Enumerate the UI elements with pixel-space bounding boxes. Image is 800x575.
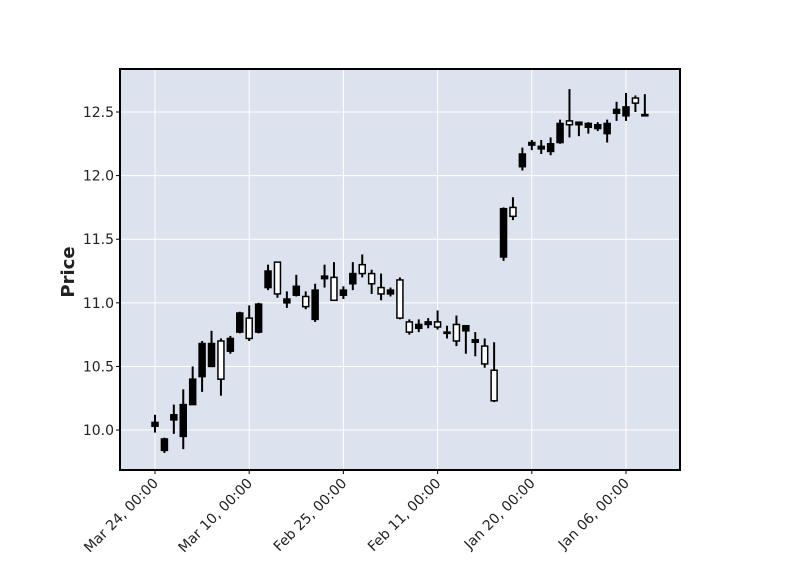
candle-body bbox=[433, 321, 442, 328]
candle-body bbox=[462, 324, 470, 332]
candle-body bbox=[151, 421, 159, 427]
candle-body bbox=[537, 145, 545, 150]
candle-body bbox=[283, 298, 291, 304]
x-tick-label: Feb 11, 00:00 bbox=[365, 476, 444, 555]
candle-body bbox=[415, 323, 423, 330]
y-axis-label: Price bbox=[58, 246, 79, 297]
candle-body bbox=[358, 263, 366, 275]
y-tick-label: 11.5 bbox=[83, 232, 114, 248]
candle-body bbox=[367, 272, 376, 285]
candle-body bbox=[254, 303, 263, 333]
y-tick-label: 10.5 bbox=[83, 359, 114, 375]
candle-body bbox=[179, 403, 188, 438]
candle-body bbox=[207, 342, 216, 368]
plot-area bbox=[120, 69, 680, 470]
plot-frame bbox=[119, 68, 681, 471]
x-tick-label: Mar 24, 00:00 bbox=[81, 476, 162, 557]
candle-body bbox=[160, 438, 169, 452]
y-tick-label: 10.0 bbox=[83, 423, 114, 439]
x-tick-label: Mar 10, 00:00 bbox=[175, 476, 256, 557]
y-tick-label: 12.5 bbox=[83, 105, 114, 121]
candle-body bbox=[396, 279, 404, 319]
candle-body bbox=[518, 153, 527, 168]
y-tick-label: 12.0 bbox=[83, 169, 114, 185]
candle-body bbox=[188, 378, 197, 406]
candle-body bbox=[226, 337, 235, 352]
candle-body bbox=[546, 143, 555, 153]
candle-body bbox=[565, 120, 574, 126]
candle-body bbox=[264, 270, 272, 289]
candle-body bbox=[292, 285, 301, 296]
x-tick-label: Feb 25, 00:00 bbox=[271, 476, 350, 555]
candle-body bbox=[339, 289, 348, 296]
candle-body bbox=[528, 141, 536, 146]
candle-body bbox=[593, 123, 602, 130]
candle-body bbox=[301, 295, 310, 308]
candle-body bbox=[386, 289, 395, 295]
candle-body bbox=[622, 106, 630, 117]
candle-body bbox=[471, 338, 480, 344]
candle-body bbox=[631, 97, 640, 104]
candle-body bbox=[330, 276, 338, 302]
candles bbox=[151, 89, 649, 453]
candle-body bbox=[320, 275, 329, 280]
candle-body bbox=[641, 113, 649, 117]
candle-body bbox=[556, 122, 564, 144]
candle-body bbox=[217, 340, 225, 380]
candle-body bbox=[452, 323, 461, 342]
candle-body bbox=[170, 414, 178, 421]
candle-body bbox=[443, 331, 451, 335]
candle-body bbox=[245, 317, 253, 340]
candle-body bbox=[236, 312, 244, 333]
candle-body bbox=[480, 345, 489, 365]
candle-body bbox=[273, 261, 282, 295]
candle-body bbox=[198, 342, 206, 378]
candle-body bbox=[575, 121, 583, 126]
candle-body bbox=[424, 321, 432, 326]
x-tick-label: Jan 20, 00:00 bbox=[461, 476, 539, 554]
candle-body bbox=[509, 206, 517, 218]
candle-body bbox=[612, 108, 621, 115]
candle-body bbox=[349, 272, 357, 285]
x-tick-label: Jan 06, 00:00 bbox=[555, 476, 633, 554]
candle-body bbox=[499, 207, 508, 258]
candle-body bbox=[405, 321, 414, 333]
candle-body bbox=[490, 369, 498, 402]
candle-body bbox=[377, 286, 385, 295]
candle-body bbox=[311, 289, 319, 321]
y-tick-label: 11.0 bbox=[83, 296, 114, 312]
candle-body bbox=[603, 122, 611, 135]
candle-body bbox=[584, 122, 593, 129]
